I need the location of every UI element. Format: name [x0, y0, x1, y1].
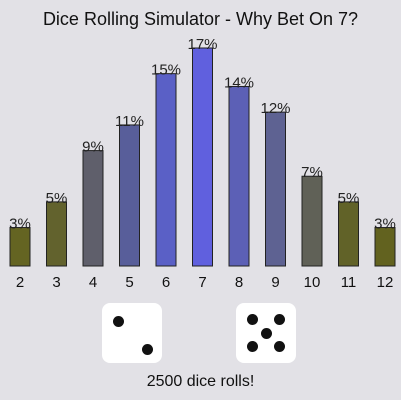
bar-3	[46, 201, 67, 267]
bar-5	[119, 124, 140, 267]
value-label-3: 5%	[46, 190, 68, 207]
tick-label-7: 7	[198, 274, 206, 291]
tick-label-12: 12	[377, 274, 394, 291]
value-label-7: 17%	[187, 36, 217, 53]
die-pip	[274, 341, 286, 353]
value-label-6: 15%	[151, 62, 181, 79]
value-label-10: 7%	[301, 164, 323, 181]
value-label-5: 11%	[115, 113, 144, 130]
tick-label-8: 8	[235, 274, 243, 291]
tick-label-3: 3	[52, 274, 60, 291]
value-label-4: 9%	[82, 139, 104, 156]
value-label-12: 3%	[374, 216, 396, 233]
tick-label-2: 2	[16, 274, 24, 291]
bar-4	[82, 150, 104, 267]
tick-label-6: 6	[162, 274, 170, 291]
bar-8	[228, 85, 250, 267]
die-right[interactable]	[236, 303, 296, 363]
value-label-8: 14%	[224, 74, 254, 91]
die-pip	[274, 313, 286, 325]
die-pip	[260, 327, 272, 339]
die-pip	[112, 315, 124, 327]
bar-9	[265, 111, 286, 267]
die-pip	[141, 344, 153, 356]
distribution-chart: 3% 2 5% 3 9% 4 11% 5 15% 6 17% 7 14% 8 12% 9 7% 10 5% 11 3% 1…	[9, 36, 396, 291]
tick-label-9: 9	[271, 274, 279, 291]
chart-title: Dice Rolling Simulator - Why Bet On 7?	[42, 9, 359, 29]
value-label-9: 12%	[260, 100, 290, 117]
tick-label-10: 10	[304, 274, 321, 291]
rolls-count-label: 2500 dice rolls!	[146, 373, 255, 390]
die-left[interactable]	[102, 303, 162, 363]
bar-11	[338, 201, 359, 267]
tick-label-11: 11	[341, 274, 357, 291]
bar-10	[301, 175, 323, 267]
value-label-11: 5%	[338, 190, 360, 207]
bar-2	[9, 227, 31, 267]
tick-label-5: 5	[125, 274, 133, 291]
bar-7	[192, 47, 213, 267]
die-pip	[246, 341, 258, 353]
die-pip	[246, 313, 258, 325]
bar-6	[155, 73, 177, 267]
tick-label-4: 4	[89, 274, 97, 291]
value-label-2: 3%	[9, 216, 31, 233]
bar-12	[374, 227, 396, 267]
